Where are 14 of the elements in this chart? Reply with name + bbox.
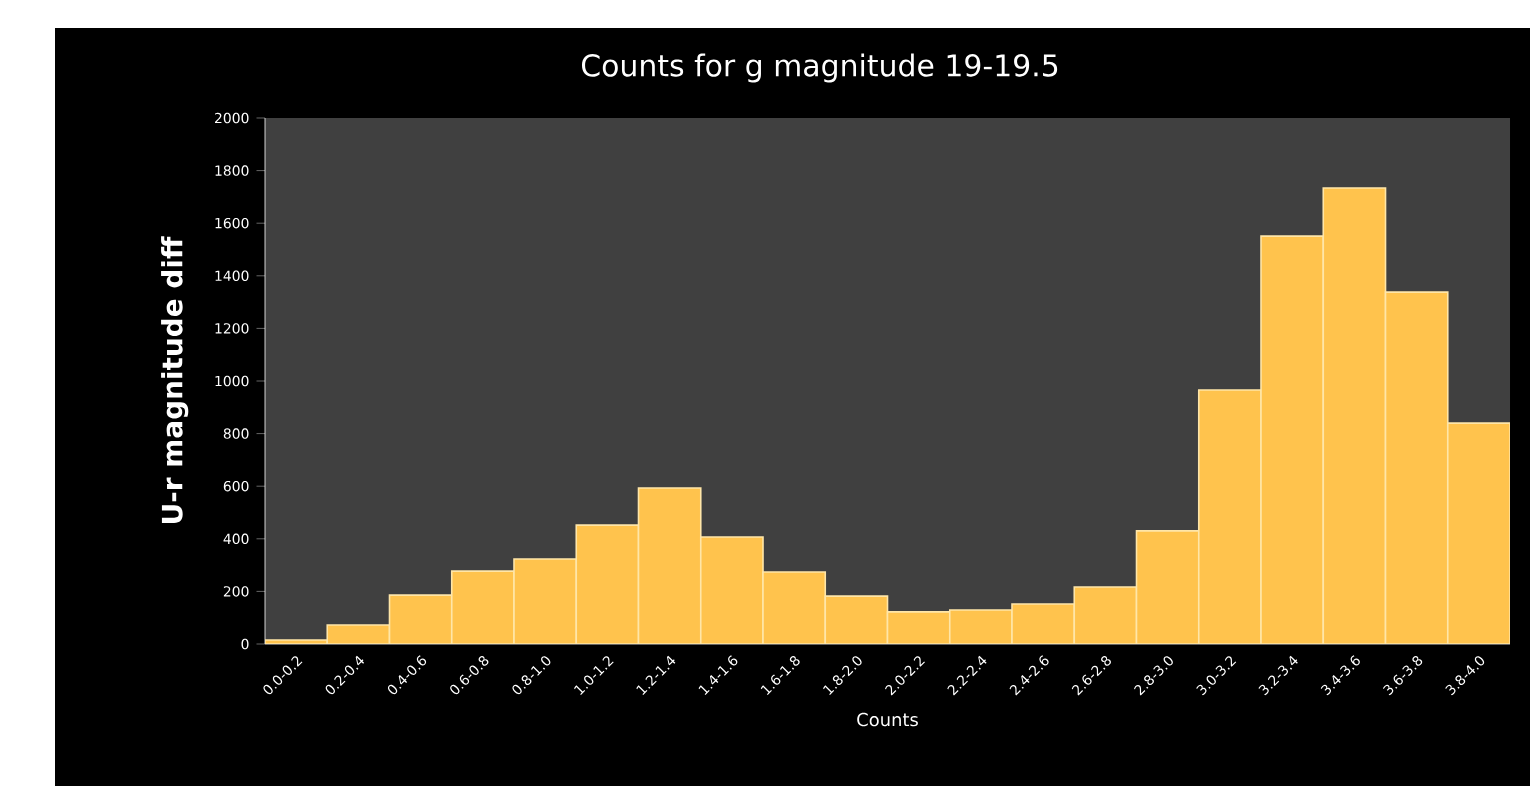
y-tick-label: 1400 bbox=[215, 270, 249, 282]
y-tick-label: 1000 bbox=[215, 375, 249, 387]
y-tick-label: 1200 bbox=[215, 323, 249, 334]
y-tick-label: 1600 bbox=[215, 217, 249, 229]
y-tick-label: 1800 bbox=[215, 165, 249, 176]
y-tick-label: 2000 bbox=[215, 112, 249, 124]
y-tick-label: 200 bbox=[223, 586, 249, 597]
y-axis-title: U-r magnitude diff bbox=[161, 236, 189, 523]
x-axis-title: Counts bbox=[857, 712, 918, 727]
y-tick-label: 800 bbox=[223, 428, 249, 439]
chart-title: Counts for g magnitude 19-19.5 bbox=[581, 53, 1058, 83]
y-tick-label: 0 bbox=[241, 638, 249, 650]
y-tick-label: 400 bbox=[223, 533, 249, 545]
y-tick-label: 600 bbox=[223, 480, 249, 492]
